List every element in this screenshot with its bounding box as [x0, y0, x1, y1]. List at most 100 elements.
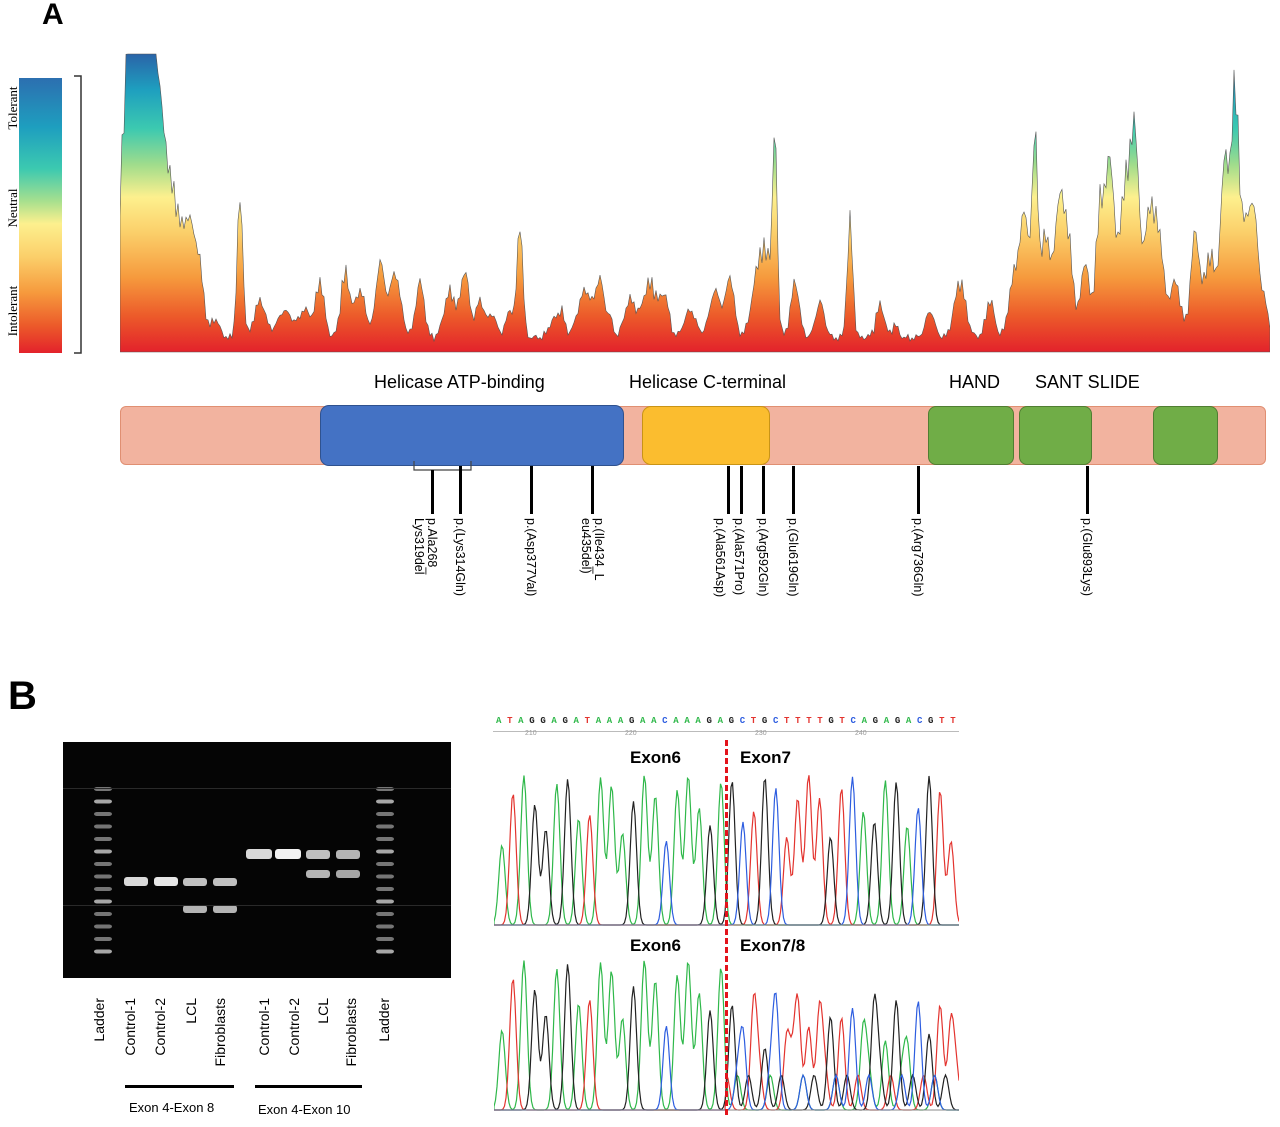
sequence-base: G	[529, 716, 535, 726]
mutation-label-ala571: p.(Ala571Pro)	[732, 518, 746, 596]
mutation-label-asp377: p.(Asp377Val)	[524, 518, 538, 597]
mutation-tick-arg736	[917, 466, 920, 514]
gel-bands	[94, 787, 394, 954]
mutation-tick-glu619	[792, 466, 795, 514]
gel-band	[213, 905, 237, 913]
lane-label-control-1-b: Control-1	[256, 998, 272, 1056]
sequence-base: A	[651, 716, 657, 726]
ladder-band	[376, 837, 394, 841]
seq-ruler-210: 210	[525, 730, 537, 737]
ladder-band	[376, 799, 394, 804]
sequence-base: C	[916, 716, 923, 726]
gel-band	[306, 870, 330, 878]
lane-label-control-2: Control-2	[152, 998, 168, 1056]
ladder-band	[376, 912, 394, 916]
sequence-base: G	[894, 716, 901, 726]
sequence-base: G	[928, 716, 934, 726]
sequence-base: T	[784, 716, 790, 726]
exon-label-top-right: Exon7	[740, 748, 792, 767]
tolerance-landscape-plot	[120, 53, 1270, 353]
gel-band	[336, 870, 360, 878]
mutation-tick-ala561	[727, 466, 730, 514]
domain-helicase-atp	[320, 405, 624, 466]
sequence-base: A	[883, 716, 890, 726]
tolerance-color-scale	[19, 78, 62, 353]
sequence-base: A	[496, 716, 502, 726]
mutation-label-lys314: p.(Lys314Gln)	[453, 518, 467, 597]
gel-band	[183, 878, 207, 886]
gel-band	[183, 905, 207, 913]
ladder-band	[94, 849, 112, 854]
ladder-band	[94, 899, 112, 904]
seq-ruler-240: 240	[855, 730, 867, 737]
ladder-band	[376, 824, 394, 829]
sequence-base: T	[839, 716, 845, 726]
sequence-base: A	[518, 716, 524, 726]
gel-band	[246, 849, 272, 859]
sequence-base: T	[584, 716, 591, 726]
sequence-base: A	[595, 716, 602, 726]
sequence-base: A	[573, 716, 579, 726]
sequence-base: T	[507, 716, 513, 726]
mutation-tick-lys314	[459, 466, 462, 514]
sequence-base: G	[761, 716, 768, 726]
sequence-base: G	[872, 716, 879, 726]
sequence-header-box	[493, 716, 959, 732]
gel-band	[213, 878, 237, 886]
sequence-base: A	[684, 716, 690, 726]
group-bar-exon4-exon8	[125, 1085, 234, 1088]
ladder-band	[376, 887, 394, 891]
mutation-label-ile434-line1: p.(Ile434_L	[592, 518, 606, 581]
gel-image	[63, 742, 451, 978]
scale-label-tolerant: Tolerant	[5, 86, 20, 130]
exon-junction-line	[725, 740, 728, 1115]
panel-b-letter: B	[8, 674, 37, 718]
ladder-band	[94, 887, 112, 891]
lane-label-ladder-1: Ladder	[91, 998, 107, 1042]
mutation-label-glu619: p.(Glu619Gln)	[786, 518, 800, 597]
ladder-band	[376, 899, 394, 904]
domain-label-sant-slide: SANT SLIDE	[1035, 372, 1140, 392]
ladder-band	[376, 874, 394, 879]
seq-ruler-220: 220	[625, 730, 637, 737]
sequence-base: A	[673, 716, 679, 726]
ladder-band	[94, 824, 112, 829]
ladder-band	[94, 837, 112, 841]
ladder-band	[94, 862, 112, 866]
ladder-band	[376, 937, 394, 941]
mutation-tick-asp377	[530, 466, 533, 514]
sequence-base: T	[950, 716, 956, 726]
mutation-label-arg592: p.(Arg592Gln)	[756, 518, 770, 597]
lane-label-ladder-2: Ladder	[376, 998, 392, 1042]
mutation-label-ala268-line1: p.Ala268_	[425, 518, 439, 575]
gel-band	[154, 877, 178, 886]
sequence-base: T	[817, 716, 823, 726]
sequence-base: G	[540, 716, 546, 726]
exon-label-bottom-right: Exon7/8	[740, 936, 806, 955]
gel-band	[275, 849, 301, 859]
ladder-band	[94, 912, 112, 916]
domain-label-helicase-cterm: Helicase C-terminal	[629, 372, 787, 392]
ladder-band	[94, 924, 112, 929]
sequence-base: A	[640, 716, 646, 726]
mutation-tick-ala268	[431, 470, 434, 514]
ladder-band	[94, 949, 112, 954]
sequence-base: A	[617, 716, 624, 726]
sequence-base: T	[939, 716, 945, 726]
sequence-base: G	[828, 716, 834, 726]
mutation-label-ile434-line2: eu435del)	[579, 518, 593, 574]
gel-band	[124, 877, 148, 886]
lane-label-lcl: LCL	[183, 998, 199, 1024]
sequence-base: C	[850, 716, 856, 726]
exon-label-top-left: Exon6	[630, 748, 682, 767]
sequence-base: G	[706, 716, 712, 726]
mutation-tick-ala571	[740, 466, 743, 514]
sequence-base: A	[717, 716, 723, 726]
sequence-base: C	[739, 716, 746, 726]
mutation-tick-ile434	[591, 466, 594, 514]
lane-label-fibroblasts-b: Fibroblasts	[343, 998, 359, 1067]
sequence-base: G	[728, 716, 735, 726]
group-label-exon4-exon8: Exon 4-Exon 8	[129, 1100, 215, 1115]
ladder-band	[376, 812, 394, 816]
